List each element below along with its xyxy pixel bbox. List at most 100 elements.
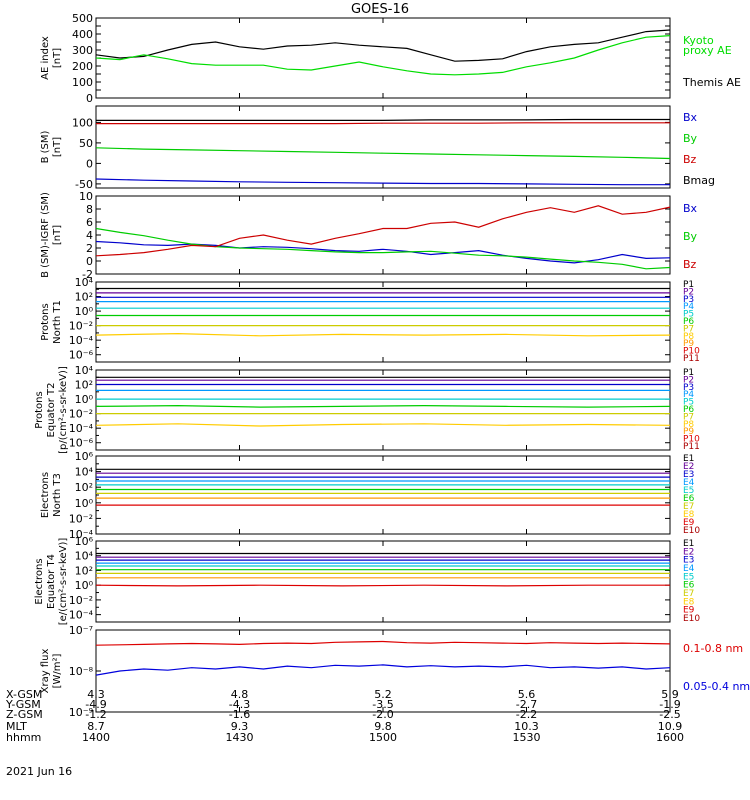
x-tick-value: 5.2 (374, 688, 392, 701)
y-tick-label: 10⁻⁶ (69, 349, 94, 362)
legend-entry: By (683, 132, 698, 145)
series-bmag (96, 118, 670, 122)
y-tick-label: 400 (72, 28, 93, 41)
legend-entry: P3 (683, 295, 694, 305)
panel-xray: 10⁻⁹ 10⁻⁸ 10⁻⁷ Xray flux [W/m²] 0.1-0.8 nm 0.0… (40, 624, 750, 719)
y-tick-label: 10⁻² (69, 594, 93, 607)
series-0-1-0-8-nm (96, 640, 670, 646)
y-axis-label: [p/(cm²-s-sr-keV)] (58, 366, 69, 454)
legend-entry: P9 (683, 339, 694, 349)
y-tick-label: 10² (75, 291, 93, 304)
y-axis-label: [e/(cm²-s-sr-keV)] (58, 538, 69, 626)
legend-entry: P5 (683, 310, 694, 320)
legend-entry: P4 (683, 302, 694, 312)
y-tick-label: 10⁰ (75, 579, 94, 592)
legend-entry: P1 (683, 280, 694, 290)
y-axis-label: [nT] (52, 225, 63, 245)
series-bz (96, 122, 670, 125)
y-tick-label: 10⁶ (75, 535, 94, 548)
y-tick-label: 300 (72, 44, 93, 57)
legend-entry: P5 (683, 398, 694, 408)
x-tick-value: -4.3 (229, 698, 250, 711)
date-label: 2021 Jun 16 (6, 765, 72, 778)
x-tick-value: -3.5 (372, 698, 393, 711)
y-axis-label: Protons (40, 303, 51, 340)
x-tick-value: 4.8 (231, 688, 249, 701)
y-tick-label: 10⁻⁹ (69, 706, 93, 719)
y-axis-label: Electrons (34, 558, 45, 604)
y-tick-label: 10⁰ (75, 497, 94, 510)
x-tick-value: -1.9 (659, 698, 680, 711)
y-axis-label: North T3 (52, 473, 63, 517)
series-kyoto-proxy-ae (96, 35, 670, 76)
y-tick-label: 50 (79, 137, 93, 150)
y-tick-label: 0 (86, 157, 93, 170)
legend-entry: Kyoto (683, 34, 714, 47)
x-tick-value: 1600 (656, 731, 684, 744)
legend-entry: P2 (683, 375, 694, 385)
legend-entry: E1 (683, 539, 694, 549)
legend-entry: E9 (683, 606, 695, 616)
y-tick-label: 10² (75, 481, 93, 494)
y-tick-label: 10⁶ (75, 450, 94, 463)
legend-entry: E6 (683, 494, 695, 504)
y-tick-label: 0 (86, 92, 93, 105)
x-tick-value: 1500 (369, 731, 397, 744)
y-tick-label: 10⁴ (75, 276, 94, 289)
x-tick-value: 9.8 (374, 720, 392, 733)
y-axis-label: [nT] (52, 48, 63, 68)
y-axis-label: [W/m²] (52, 653, 63, 688)
legend-entry: E8 (683, 510, 695, 520)
panel-frame (95, 17, 671, 99)
series-bz (96, 205, 670, 257)
legend-entry: Bx (683, 111, 698, 124)
legend-entry: E10 (683, 526, 700, 536)
series-by (96, 227, 670, 270)
y-axis-label: North T1 (52, 300, 63, 344)
x-tick-value: -4.9 (85, 698, 106, 711)
x-tick-value: 5.6 (518, 688, 536, 701)
series-p8 (96, 423, 670, 427)
y-tick-label: 10⁻⁴ (69, 334, 94, 347)
legend-entry: E4 (683, 564, 695, 574)
y-tick-label: 10⁻² (69, 408, 93, 421)
y-tick-label: 100 (72, 116, 93, 129)
y-tick-label: 2 (86, 242, 93, 255)
y-tick-label: 10⁴ (75, 364, 94, 377)
legend-entry: E3 (683, 470, 694, 480)
chart-title: GOES-16 (351, 2, 409, 17)
y-axis-label: Equator T2 (46, 383, 57, 438)
legend-entry: E2 (683, 547, 694, 557)
y-axis-label: Xray flux (40, 649, 51, 694)
x-row-label: hhmm (6, 731, 41, 744)
y-tick-label: 6 (86, 216, 93, 229)
legend-entry: P8 (683, 420, 694, 430)
x-tick-value: 10.9 (658, 720, 683, 733)
y-tick-label: 10⁻⁴ (69, 609, 94, 622)
legend-entry: E4 (683, 478, 695, 488)
y-tick-label: 10 (79, 190, 93, 203)
x-tick-value: 4.3 (87, 688, 105, 701)
y-tick-label: 10⁰ (75, 305, 94, 318)
x-row-label: MLT (6, 720, 27, 733)
legend: 0.1-0.8 nm 0.05-0.4 nm (683, 642, 750, 693)
y-axis-label: [nT] (52, 137, 63, 157)
series-themis-ae (96, 29, 670, 62)
y-axis-label: Protons (34, 391, 45, 428)
panel-frame (95, 369, 671, 451)
legend-entry: P1 (683, 368, 694, 378)
y-tick-label: 10⁻² (69, 320, 93, 333)
y-tick-label: 8 (86, 203, 93, 216)
legend-entry: E10 (683, 614, 700, 624)
x-tick-value: 5.9 (661, 688, 679, 701)
y-axis-label: Electrons (40, 472, 51, 518)
